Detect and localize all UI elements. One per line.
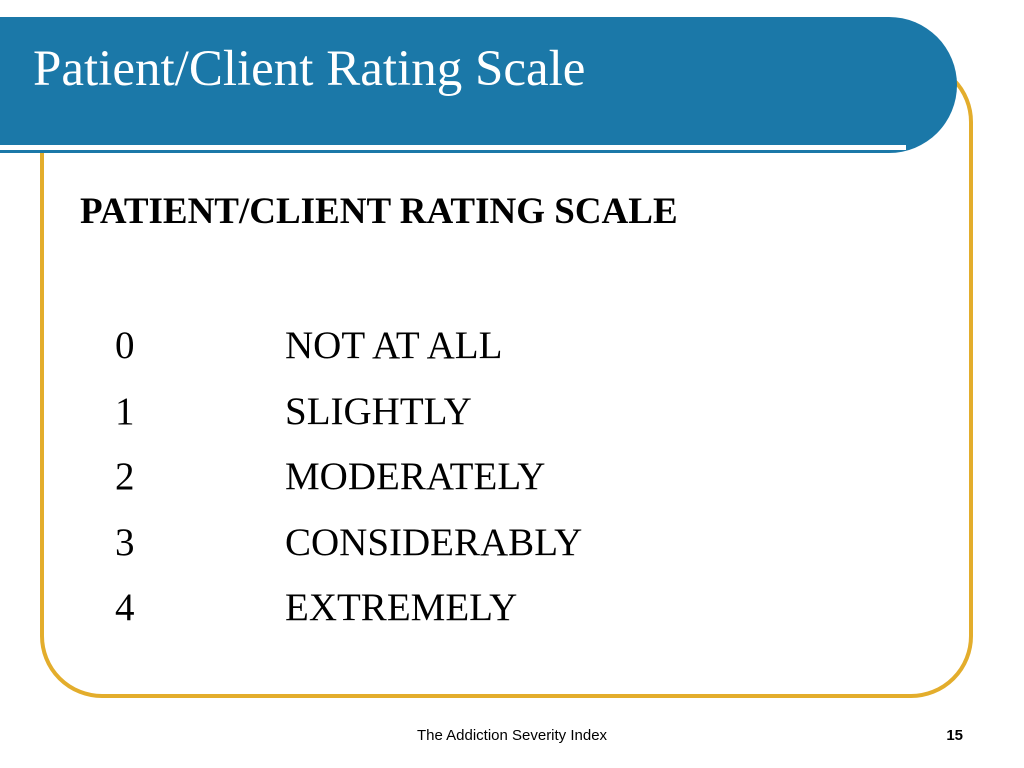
scale-value: 0 bbox=[115, 324, 135, 367]
scale-row: 0 NOT AT ALL bbox=[115, 324, 582, 391]
scale-heading: PATIENT/CLIENT RATING SCALE bbox=[80, 191, 678, 232]
scale-value: 2 bbox=[115, 455, 135, 498]
scale-label: EXTREMELY bbox=[285, 586, 518, 629]
scale-label: CONSIDERABLY bbox=[285, 520, 583, 564]
scale-value: 1 bbox=[115, 389, 135, 433]
scale-value: 4 bbox=[115, 586, 135, 629]
page-number: 15 bbox=[946, 727, 963, 744]
title-bar bbox=[0, 17, 957, 153]
scale-label: NOT AT ALL bbox=[285, 324, 503, 367]
scale-label: MODERATELY bbox=[285, 455, 546, 498]
title-divider bbox=[0, 145, 906, 150]
rating-scale-list: 0 NOT AT ALL 1 SLIGHTLY 2 MODERATELY 3 C… bbox=[115, 324, 583, 653]
slide-title: Patient/Client Rating Scale bbox=[33, 41, 586, 97]
scale-row: 4 EXTREMELY bbox=[115, 586, 582, 653]
scale-row: 3 CONSIDERABLY bbox=[115, 520, 583, 588]
scale-row: 1 SLIGHTLY bbox=[115, 389, 582, 457]
scale-row: 2 MODERATELY bbox=[115, 455, 582, 522]
scale-value: 3 bbox=[115, 520, 135, 564]
scale-label: SLIGHTLY bbox=[285, 389, 472, 433]
footer-text: The Addiction Severity Index bbox=[416, 727, 608, 744]
content-frame bbox=[40, 60, 973, 698]
